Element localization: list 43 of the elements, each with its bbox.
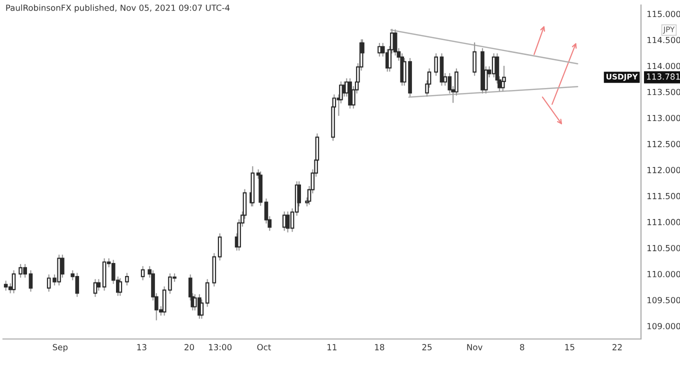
y-tick-label: 113.000 bbox=[647, 114, 680, 122]
text: 113.781 bbox=[647, 73, 680, 80]
candlestick bbox=[125, 272, 129, 286]
x-tick-label: 18 bbox=[375, 344, 384, 350]
chart-title: PaulRobinsonFX published, Nov 05, 2021 09:07 UTC-4 bbox=[6, 4, 230, 13]
candlestick bbox=[492, 53, 496, 78]
candlestick bbox=[434, 53, 438, 76]
candlestick bbox=[93, 279, 98, 297]
y-tick-label: 113.500 bbox=[647, 88, 680, 96]
candlestick bbox=[282, 212, 286, 231]
x-tick-label: Oct bbox=[257, 344, 271, 350]
y-tick-label: 110.000 bbox=[647, 270, 680, 278]
y-tick-label: 110.500 bbox=[647, 244, 680, 252]
x-tick-label: Sep bbox=[52, 344, 68, 352]
y-tick-label: 112.000 bbox=[647, 166, 680, 174]
y-tick-label: 115.000 bbox=[647, 10, 680, 18]
x-tick-label: 15 bbox=[565, 344, 574, 350]
x-tick-label: 25 bbox=[422, 344, 432, 350]
candlestick bbox=[286, 212, 290, 232]
y-tick-label: 112.500 bbox=[647, 140, 680, 148]
candlestick bbox=[96, 279, 101, 291]
candlestick bbox=[348, 78, 352, 109]
x-tick-label: 8 bbox=[520, 344, 524, 350]
y-tick-label: 114.000 bbox=[647, 62, 680, 70]
x-tick-label: Nov bbox=[467, 344, 482, 350]
candlestick bbox=[378, 42, 382, 57]
y-tick-label: 111.000 bbox=[647, 218, 680, 226]
candlestick bbox=[205, 279, 210, 307]
candlestick bbox=[28, 270, 33, 292]
candlestick bbox=[140, 266, 145, 280]
x-tick-label: 20 bbox=[184, 344, 194, 350]
y-tick-label: 109.000 bbox=[647, 322, 680, 330]
x-tick-label: 13 bbox=[137, 344, 146, 350]
candlestick bbox=[12, 270, 16, 294]
candlestick bbox=[472, 42, 476, 76]
candlestick bbox=[118, 278, 122, 296]
y-tick-label: 114.500 bbox=[647, 36, 680, 44]
x-tick-label: 11 bbox=[328, 344, 336, 350]
y-tick-label: 111.500 bbox=[647, 192, 680, 200]
x-tick-label: 22 bbox=[612, 344, 622, 350]
x-tick-label: 13:00 bbox=[209, 344, 232, 350]
candlestick bbox=[218, 233, 222, 260]
y-tick-label: 109.500 bbox=[647, 296, 680, 304]
